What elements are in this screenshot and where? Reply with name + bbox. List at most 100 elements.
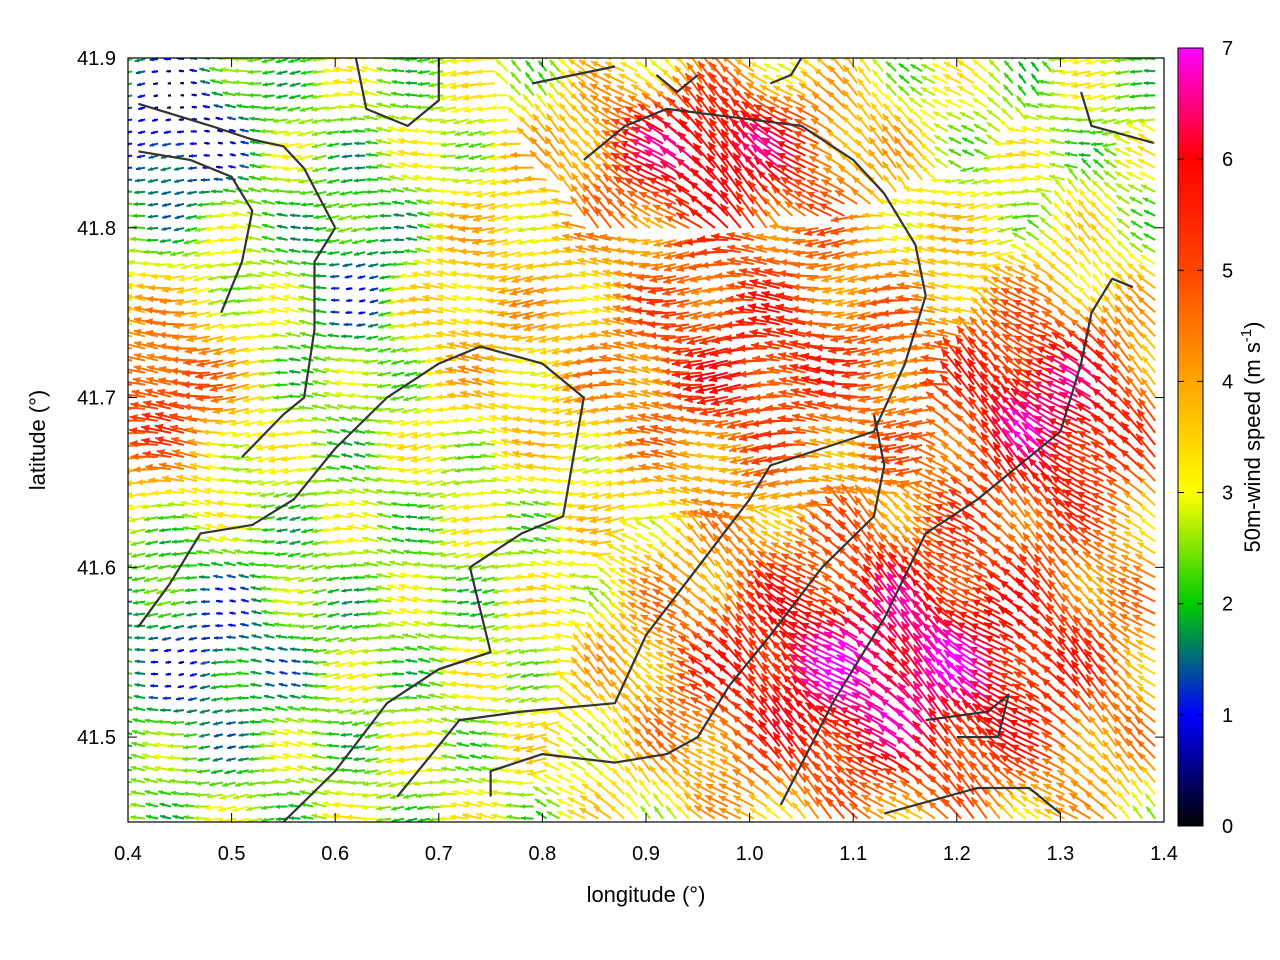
wind-vector-head <box>705 807 714 814</box>
wind-vector-shaft <box>128 768 133 772</box>
wind-vector-head <box>625 805 632 812</box>
wind-vector-head <box>846 780 856 788</box>
wind-vector-head <box>360 816 367 822</box>
wind-vector-head <box>388 782 395 788</box>
wind-vector-head <box>581 783 589 790</box>
wind-vector-head <box>387 770 394 776</box>
wind-vector-head <box>224 770 230 775</box>
wind-vector-head <box>1145 793 1151 800</box>
wind-vector-head <box>167 766 174 772</box>
wind-vector-head <box>477 789 484 795</box>
wind-vector-head <box>1042 758 1051 765</box>
wind-vector-head <box>182 768 188 774</box>
wind-vector-head <box>640 793 646 800</box>
wind-vector-head <box>733 795 741 802</box>
wind-vector-head <box>761 763 769 772</box>
wind-vector-head <box>694 805 703 813</box>
wind-vector-head <box>145 802 151 807</box>
wind-vector-head <box>665 805 672 812</box>
wind-vector-head <box>167 755 173 761</box>
wind-vector-head <box>311 813 318 819</box>
wind-vector-head <box>491 813 498 819</box>
wind-vector-head <box>1057 770 1065 777</box>
wind-vector-head <box>193 804 200 810</box>
wind-vector-head <box>120 646 125 651</box>
wind-vector-head <box>121 730 126 734</box>
wind-vector-head <box>197 757 203 762</box>
wind-vector-head <box>182 791 188 797</box>
wind-vector-head <box>732 769 741 776</box>
wind-vector-head <box>193 815 200 821</box>
wind-vector-head <box>694 772 703 779</box>
wind-vector-head <box>226 757 231 762</box>
wind-vector-head <box>671 768 679 776</box>
wind-vector-head <box>428 817 434 822</box>
wind-vector-head <box>375 770 382 776</box>
wind-vector-head <box>567 797 575 804</box>
wind-vector-head <box>718 783 727 790</box>
wind-vector-head <box>556 786 563 792</box>
wind-vector-head <box>158 790 164 795</box>
wind-vector-head <box>1101 777 1109 785</box>
wind-vector-head <box>506 814 512 820</box>
wind-vector-head <box>298 777 305 783</box>
wind-vector-head <box>845 768 855 776</box>
wind-vector-shaft <box>128 588 133 591</box>
wind-vector-head <box>405 818 411 822</box>
wind-vector-head <box>1000 755 1009 763</box>
wind-vector-head <box>415 793 422 799</box>
wind-vector-head <box>143 777 150 783</box>
wind-vector-head <box>503 779 510 785</box>
wind-vector-head <box>258 755 265 761</box>
wind-vector-head <box>654 806 660 813</box>
wind-vector-head <box>1015 770 1024 777</box>
wind-vector-shaft <box>128 780 133 784</box>
wind-vector-head <box>639 779 645 786</box>
wind-vector-head <box>579 808 587 814</box>
wind-vector-head <box>449 814 456 821</box>
wind-vector-head <box>543 774 550 780</box>
wind-vector-head <box>453 777 460 783</box>
wind-vector-head <box>502 767 509 774</box>
wind-vector-head <box>877 809 885 815</box>
wind-vector-head <box>567 809 575 816</box>
wind-vector-head <box>1146 806 1152 813</box>
wind-vector-head <box>637 765 645 773</box>
wind-vector-head <box>346 814 353 821</box>
wind-vector-head <box>258 767 265 774</box>
wind-vector-head <box>649 765 657 773</box>
wind-vector-head <box>311 765 318 771</box>
wind-vector-head <box>353 756 359 762</box>
wind-vector-head <box>625 766 632 774</box>
wind-vector-head <box>272 779 278 785</box>
wind-vector-head <box>823 752 832 761</box>
wind-vector-head <box>333 801 341 808</box>
wind-vector-head <box>1030 784 1039 791</box>
wind-vector-head <box>391 818 397 822</box>
wind-vector-head <box>1069 805 1077 813</box>
wind-vector-head <box>159 802 165 807</box>
wind-vector-head <box>869 769 879 777</box>
wind-vector-head <box>269 753 276 760</box>
wind-vector-head <box>270 766 277 772</box>
wind-vector-head <box>232 818 237 822</box>
wind-vector-head <box>375 758 382 764</box>
wind-vector-head <box>685 804 693 812</box>
wind-vector-head <box>896 751 906 760</box>
wind-vector-head <box>1117 804 1124 811</box>
wind-vector-head <box>535 799 541 804</box>
wind-vector-head <box>803 786 811 795</box>
wind-vector-head <box>195 780 201 786</box>
wind-vector-shaft <box>128 805 133 808</box>
wind-vector-head <box>450 801 457 808</box>
wind-vector-head <box>707 760 716 767</box>
wind-vector-head <box>546 811 553 817</box>
wind-vector-head <box>533 786 540 792</box>
wind-vector-head <box>130 802 137 808</box>
wind-vector-head <box>119 694 124 699</box>
wind-vector-head <box>888 796 897 803</box>
wind-vector-head <box>834 755 843 763</box>
wind-vector-head <box>194 792 201 798</box>
wind-vector-head <box>285 778 291 784</box>
wind-vector-head <box>119 564 124 569</box>
